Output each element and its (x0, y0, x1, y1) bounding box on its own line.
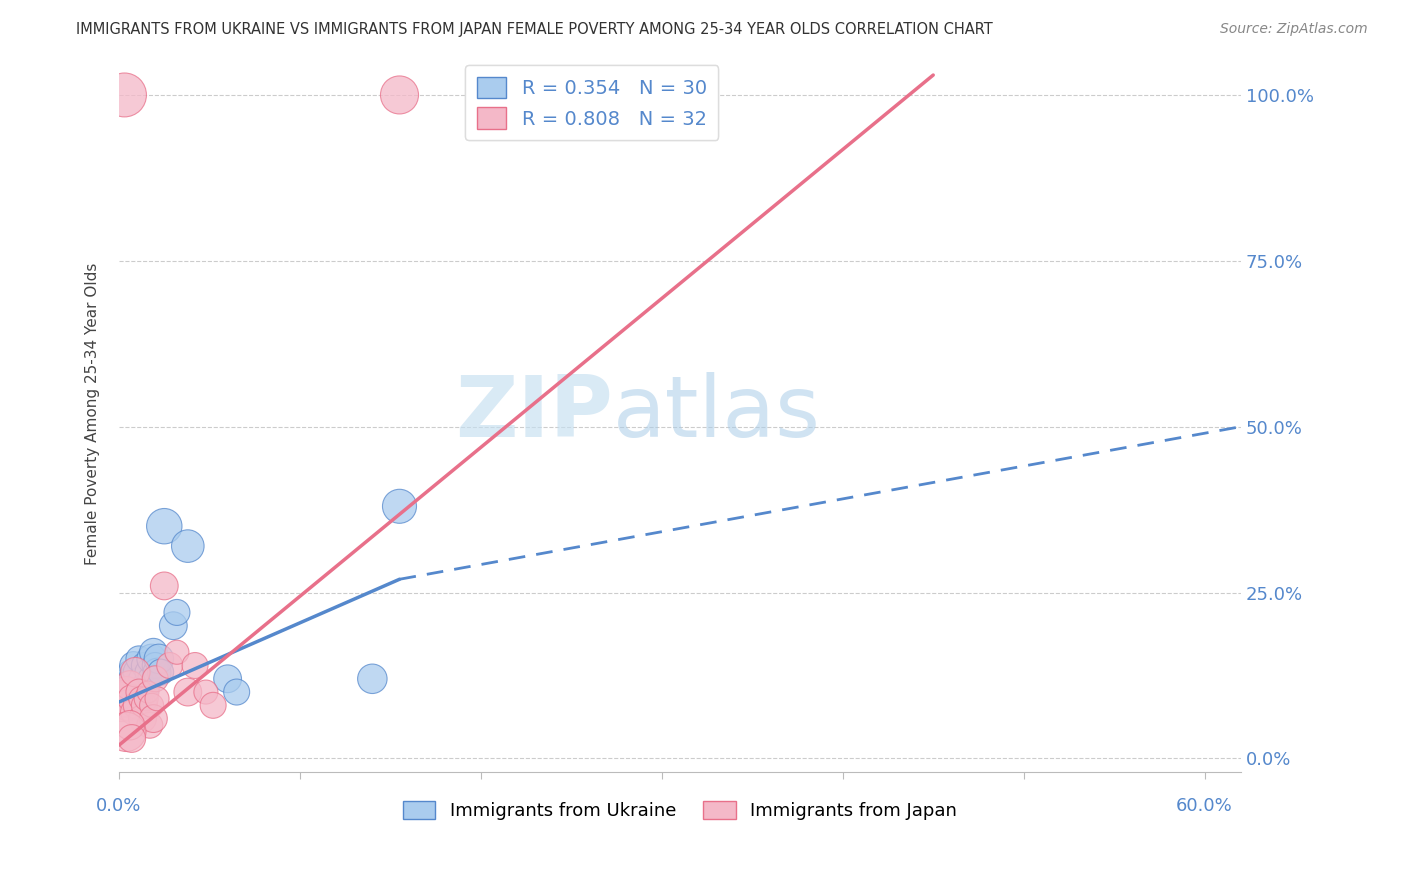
Point (114, 691, 136, 706)
Point (143, 672, 166, 686)
Point (131, 712, 153, 726)
Point (146, 665, 169, 680)
Text: 60.0%: 60.0% (1177, 797, 1233, 814)
Text: ZIP: ZIP (456, 372, 613, 455)
Point (118, 718, 141, 732)
Point (153, 519, 176, 533)
Point (139, 718, 162, 732)
Point (131, 685, 153, 699)
Text: 0.0%: 0.0% (97, 797, 142, 814)
Point (139, 672, 162, 686)
Point (217, 672, 239, 686)
Point (146, 691, 169, 706)
Point (142, 645, 165, 659)
Point (127, 698, 149, 713)
Point (149, 665, 172, 680)
Point (122, 658, 145, 673)
Point (115, 685, 138, 699)
Point (162, 618, 184, 632)
Legend: R = 0.354   N = 30, R = 0.808   N = 32: R = 0.354 N = 30, R = 0.808 N = 32 (465, 65, 718, 140)
Point (134, 698, 156, 713)
Point (141, 698, 163, 713)
Text: Source: ZipAtlas.com: Source: ZipAtlas.com (1220, 22, 1367, 37)
Point (141, 652, 163, 666)
Point (184, 658, 207, 673)
Point (118, 665, 141, 680)
Point (115, 724, 138, 739)
Point (127, 665, 149, 680)
Point (388, 87, 411, 102)
Point (111, 675, 134, 690)
Text: IMMIGRANTS FROM UKRAINE VS IMMIGRANTS FROM JAPAN FEMALE POVERTY AMONG 25-34 YEAR: IMMIGRANTS FROM UKRAINE VS IMMIGRANTS FR… (76, 22, 993, 37)
Point (124, 678, 146, 692)
Point (121, 691, 143, 706)
Point (136, 685, 159, 699)
Point (142, 712, 165, 726)
Point (225, 685, 247, 699)
Point (177, 539, 200, 553)
Point (114, 685, 136, 699)
Y-axis label: Female Poverty Among 25-34 Year Olds: Female Poverty Among 25-34 Year Olds (86, 262, 100, 565)
Point (166, 606, 188, 620)
Point (159, 658, 181, 673)
Point (177, 685, 200, 699)
Text: atlas: atlas (613, 372, 821, 455)
Point (114, 87, 136, 102)
Point (118, 678, 141, 692)
Point (129, 691, 152, 706)
Point (117, 698, 139, 713)
Point (136, 665, 159, 680)
Point (129, 672, 152, 686)
Point (194, 685, 217, 699)
Point (117, 678, 139, 692)
Point (111, 695, 134, 709)
Point (388, 500, 411, 514)
Point (122, 705, 145, 719)
Point (128, 652, 150, 666)
Point (115, 672, 138, 686)
Point (148, 652, 170, 666)
Point (135, 678, 157, 692)
Point (143, 658, 166, 673)
Point (124, 665, 146, 680)
Point (121, 731, 143, 746)
Point (153, 579, 176, 593)
Point (121, 672, 143, 686)
Point (134, 658, 156, 673)
Point (166, 645, 188, 659)
Point (202, 698, 225, 713)
Point (128, 685, 150, 699)
Point (361, 672, 384, 686)
Point (135, 691, 157, 706)
